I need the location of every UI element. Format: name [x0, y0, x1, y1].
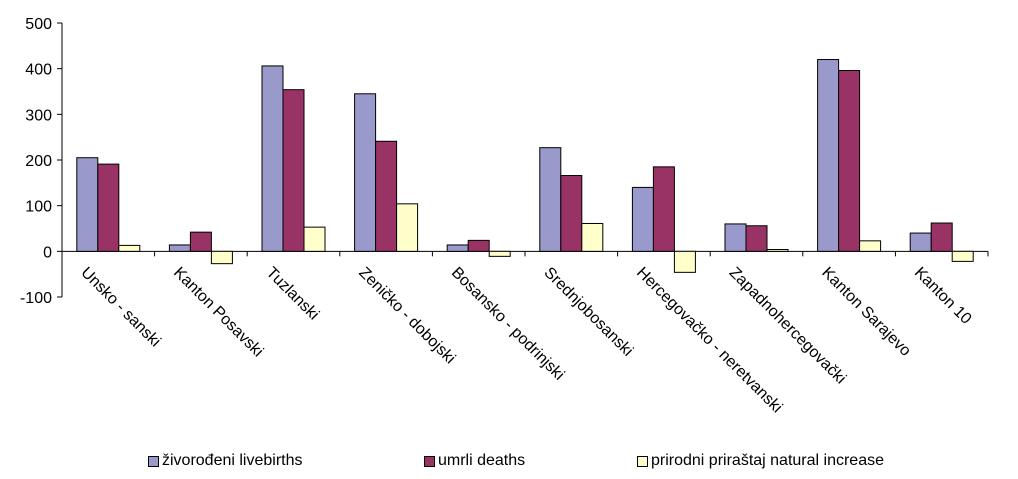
legend-label: živorođeni livebirths [162, 452, 303, 469]
bar [631, 186, 654, 252]
y-tick-label: 100 [25, 199, 52, 216]
bar [303, 226, 326, 252]
bar [168, 244, 191, 252]
legend-swatch [424, 455, 435, 467]
legend-item: živorođeni livebirths [148, 452, 303, 470]
bar [838, 69, 861, 252]
bar [261, 65, 284, 252]
category-label: Kanton 10 [911, 264, 975, 328]
bar [930, 222, 953, 252]
legend-swatch [148, 455, 159, 467]
bar [951, 250, 974, 262]
legend-label: prirodni priraštaj natural increase [651, 452, 884, 469]
bar [817, 59, 840, 252]
bar [375, 140, 398, 252]
bar [446, 244, 469, 252]
bar [673, 250, 696, 273]
category-label: Hercegovačko - neretvanski [633, 264, 785, 416]
bar [581, 222, 604, 252]
bar [118, 244, 141, 252]
x-axis [61, 250, 989, 257]
y-tick-label: -100 [20, 290, 52, 307]
bar [560, 175, 583, 252]
y-tick-label: 200 [25, 153, 52, 170]
legend: živorođeni livebirths umrli deaths prirodn… [0, 452, 1018, 474]
bar [97, 163, 120, 252]
category-label: Tuzlanski [263, 264, 322, 323]
bar [766, 249, 789, 252]
bar [76, 157, 99, 252]
y-tick-label: 300 [25, 107, 52, 124]
bar [282, 89, 305, 252]
bar [189, 231, 212, 252]
bar [724, 223, 747, 252]
category-label: Kanton Sarajevo [818, 264, 914, 360]
y-axis: 500 400 300 200 100 0 -100 [20, 16, 63, 307]
bar [396, 203, 419, 252]
bar [467, 239, 490, 252]
bar [354, 93, 377, 252]
bar [909, 232, 932, 252]
category-label: Kanton Posavski [170, 264, 266, 360]
y-tick-label: 500 [25, 16, 52, 33]
bar [745, 225, 768, 252]
bar [488, 250, 511, 257]
y-tick-label: 0 [43, 244, 52, 261]
legend-item: umrli deaths [424, 452, 525, 470]
bar [859, 240, 882, 252]
legend-label: umrli deaths [438, 452, 526, 469]
bar [210, 250, 233, 265]
legend-swatch [637, 455, 648, 467]
y-tick-label: 400 [25, 62, 52, 79]
category-label: Zeničko - dobojski [355, 264, 458, 367]
bar [652, 166, 675, 252]
bar [539, 147, 562, 252]
category-label: Srednjobosanski [540, 264, 636, 360]
bars [76, 59, 974, 273]
category-label: Unsko - sanski [77, 264, 163, 350]
legend-item: prirodni priraštaj natural increase [637, 452, 884, 470]
